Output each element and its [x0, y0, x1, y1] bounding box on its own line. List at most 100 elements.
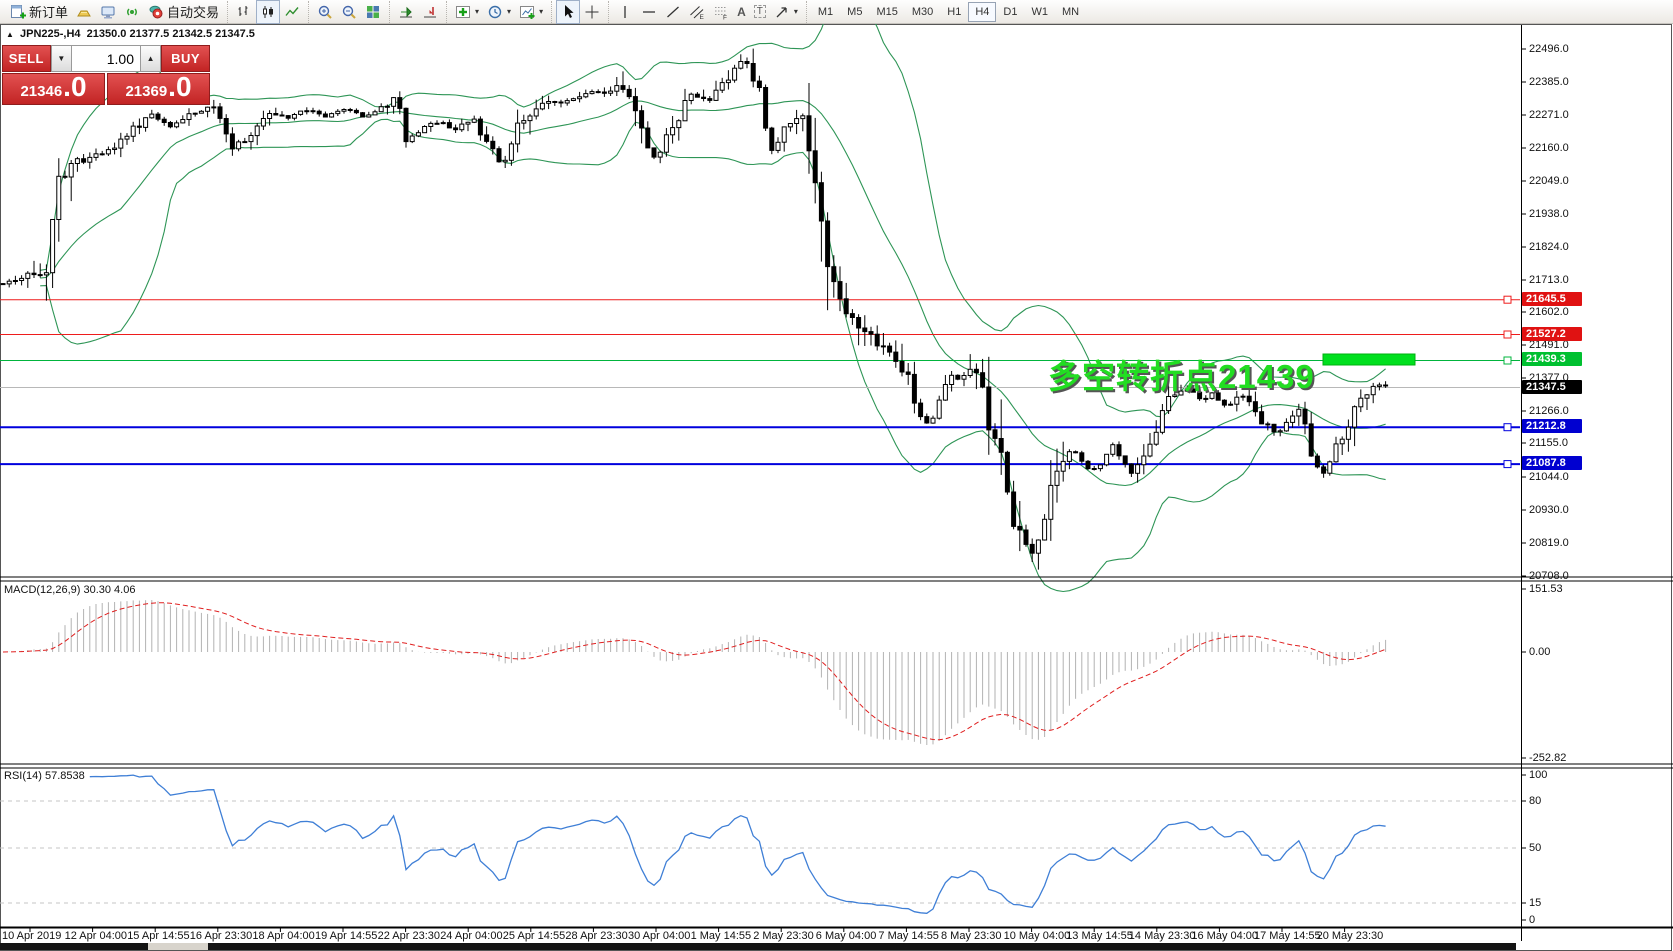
- periods-icon: [488, 5, 502, 18]
- bar-chart-button[interactable]: [232, 0, 256, 24]
- chart-shift-button[interactable]: [418, 0, 442, 24]
- auto-trading-label: 自动交易: [167, 5, 220, 20]
- new-order-button[interactable]: 新订单: [6, 0, 72, 24]
- sell-price: 21346: [20, 83, 63, 100]
- tab-h4[interactable]: H4: [968, 1, 997, 22]
- volume-input[interactable]: [72, 45, 140, 72]
- buy-price-button[interactable]: 21369 .0: [107, 73, 210, 105]
- remote-button[interactable]: [96, 0, 120, 24]
- quote-open: 21350.0: [86, 28, 127, 40]
- templates-icon: [520, 5, 535, 19]
- zoom-in-button[interactable]: [313, 0, 337, 24]
- trendline-button[interactable]: [661, 0, 685, 24]
- gold-button[interactable]: [72, 0, 96, 24]
- svg-text:F: F: [723, 14, 727, 20]
- cursor-icon: [565, 4, 574, 18]
- toolbar-group: [551, 0, 608, 24]
- crosshair-icon: [585, 5, 599, 18]
- tab-m15[interactable]: M15: [876, 5, 898, 18]
- scroll-to-end-icon: [400, 6, 413, 17]
- tile-windows-icon: [367, 5, 380, 18]
- timeframe-group: M1 M5 M15 M30 H1 H4 D1 W1 MN: [805, 0, 1090, 23]
- buy-price: 21369: [125, 83, 168, 100]
- cursor-button[interactable]: [556, 0, 581, 24]
- volume-increase-button[interactable]: ▲: [140, 45, 162, 72]
- fibonacci-button[interactable]: F: [709, 0, 733, 24]
- candle-chart-button[interactable]: [256, 0, 281, 24]
- horizontal-line-icon: [643, 10, 656, 13]
- text-icon: A: [737, 4, 746, 19]
- tab-w1[interactable]: W1: [1031, 5, 1048, 18]
- toolbar-group: [308, 0, 389, 24]
- toolbar-group: E F A T ▾: [608, 0, 806, 24]
- dropdown-arrow-icon: ▾: [475, 7, 480, 16]
- horizontal-line-button[interactable]: [637, 0, 661, 24]
- quote-line: ▲ JPN225-,H4 21350.0 21377.5 21342.5 213…: [6, 28, 255, 40]
- line-chart-icon: [285, 6, 299, 16]
- rsi-label: RSI(14) 57.8538: [4, 770, 85, 782]
- equidistant-channel-button[interactable]: E: [685, 0, 709, 24]
- zoom-in-icon: [318, 5, 332, 19]
- periods-button[interactable]: ▾: [483, 0, 515, 24]
- candle-chart-icon: [263, 5, 274, 18]
- gold-icon: [77, 10, 91, 16]
- macd-label: MACD(12,26,9) 30.30 4.06: [4, 584, 136, 596]
- quote-close: 21347.5: [215, 28, 255, 40]
- indicators-button[interactable]: ▾: [451, 0, 483, 24]
- arrows-icon: [776, 6, 787, 17]
- signal-icon: [127, 7, 138, 16]
- toolbar-group: ▾ ▾ ▾: [446, 0, 551, 24]
- scroll-to-end-button[interactable]: [394, 0, 418, 24]
- zoom-out-icon: [342, 5, 356, 19]
- dropdown-arrow-icon: ▾: [507, 7, 512, 16]
- toolbar-group: [389, 0, 446, 24]
- equidistant-channel-icon: E: [690, 5, 705, 20]
- dropdown-arrow-icon: ▾: [793, 7, 798, 16]
- one-click-trade-panel: SELL ▼ ▲ BUY 21346 .0 21369 .0: [2, 45, 210, 105]
- templates-button[interactable]: ▾: [515, 0, 547, 24]
- toolbar-group: 新订单 自动交易: [2, 1, 227, 23]
- buy-button[interactable]: BUY: [161, 45, 210, 72]
- tile-windows-button[interactable]: [361, 0, 385, 24]
- tab-m5[interactable]: M5: [847, 5, 863, 18]
- sell-button[interactable]: SELL: [2, 45, 51, 72]
- text-button[interactable]: A: [733, 0, 750, 24]
- text-label-button[interactable]: T: [750, 0, 770, 24]
- new-order-label: 新订单: [29, 5, 69, 20]
- text-label-icon: T: [753, 5, 766, 18]
- sell-price-button[interactable]: 21346 .0: [2, 73, 105, 105]
- volume-decrease-button[interactable]: ▼: [50, 45, 72, 72]
- tab-m30[interactable]: M30: [911, 5, 934, 18]
- svg-text:E: E: [700, 14, 705, 20]
- auto-trading-icon: [149, 5, 163, 18]
- symbol-name: JPN225-,H4: [19, 28, 81, 40]
- crosshair-button[interactable]: [580, 0, 604, 24]
- main-toolbar: 新订单 自动交易 ▾ ▾ ▾ E F A T ▾ M1 M5 M15 M30 H1 H4 D1 W1 MN: [0, 0, 1673, 24]
- sell-price-decimal: .0: [63, 71, 87, 102]
- quote-high: 21377.5: [129, 28, 170, 40]
- vertical-line-button[interactable]: [613, 0, 637, 24]
- tab-m1[interactable]: M1: [817, 5, 834, 18]
- vertical-line-icon: [624, 5, 626, 18]
- auto-trading-button[interactable]: 自动交易: [144, 0, 223, 24]
- remote-icon: [101, 6, 115, 18]
- tab-mn[interactable]: MN: [1061, 5, 1080, 18]
- indicators-icon: [456, 5, 471, 18]
- collapse-panel-icon[interactable]: ▲: [6, 30, 14, 39]
- quote-low: 21342.5: [172, 28, 213, 40]
- dropdown-arrow-icon: ▾: [539, 7, 544, 16]
- new-order-icon: [11, 4, 26, 18]
- tab-d1[interactable]: D1: [1003, 5, 1018, 18]
- zoom-out-button[interactable]: [337, 0, 361, 24]
- tab-h1[interactable]: H1: [947, 5, 962, 18]
- buy-price-decimal: .0: [168, 71, 192, 102]
- signal-button[interactable]: [120, 0, 144, 24]
- pivot-annotation-text: 多空转折点21439: [1048, 358, 1315, 395]
- toolbar-group: [227, 0, 308, 24]
- fibonacci-icon: F: [715, 6, 728, 20]
- line-chart-button[interactable]: [280, 0, 304, 24]
- arrows-button[interactable]: ▾: [770, 0, 802, 24]
